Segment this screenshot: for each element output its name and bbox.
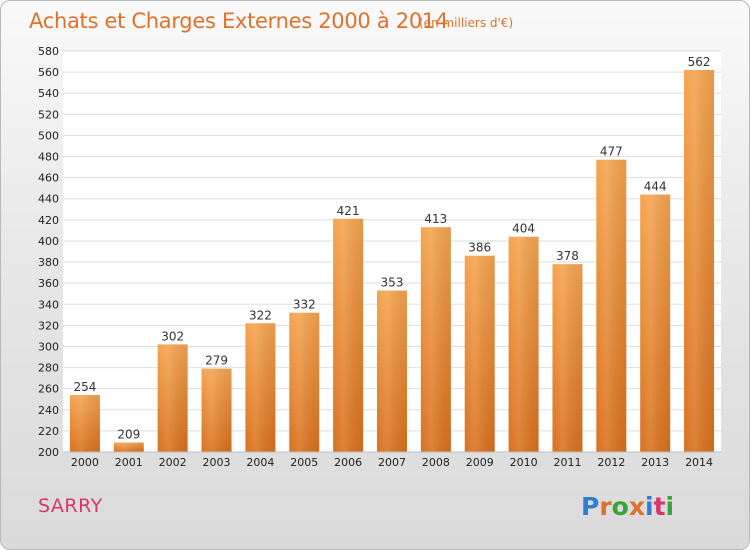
y-tick-label: 540 [38,87,59,100]
x-tick-label: 2003 [203,456,231,469]
bar-shading [640,194,671,452]
bar-value-label: 562 [688,55,711,69]
logo-letter: i [665,492,675,521]
bar-shading [596,159,627,452]
logo-letter: P [581,492,600,521]
logo-letter: o [611,492,629,521]
bar-value-label: 353 [381,276,404,290]
bars: 254 209 302 279 322 332 421 353 413 386 404 378 477 4… [69,55,715,452]
bar-value-label: 444 [644,180,667,194]
bar-value-label: 421 [337,204,360,218]
bar-shading [245,323,276,452]
bar-shading [508,236,539,452]
x-tick-label: 2011 [553,456,581,469]
y-tick-label: 400 [38,235,59,248]
x-tick-label: 2010 [510,456,538,469]
x-tick-label: 2001 [115,456,143,469]
y-tick-label: 440 [38,193,59,206]
x-tick-label: 2006 [334,456,362,469]
x-tick-label: 2007 [378,456,406,469]
y-tick-label: 340 [38,298,59,311]
bar-value-label: 322 [249,308,272,322]
y-tick-label: 420 [38,214,59,227]
logo-letter: r [599,492,612,521]
x-tick-label: 2005 [290,456,318,469]
bar-value-label: 254 [73,380,96,394]
y-tick-label: 580 [38,45,59,58]
y-tick-label: 460 [38,172,59,185]
bar-shading [333,218,364,452]
bar-value-label: 477 [600,145,623,159]
x-axis: 2000 2001 2002 2003 2004 2005 2006 2007 2008 2009… [63,451,721,469]
chart-title: Achats et Charges Externes 2000 à 2014 [29,9,449,33]
bar-value-label: 404 [512,222,535,236]
bar-shading [113,442,144,452]
bar-value-label: 332 [293,298,316,312]
x-tick-label: 2008 [422,456,450,469]
y-tick-label: 360 [38,277,59,290]
bar-value-label: 378 [556,249,579,263]
logo-letter: i [645,492,654,521]
x-tick-label: 2000 [71,456,99,469]
logo-letter: x [628,492,645,521]
place-name: SARRY [38,495,103,517]
y-tick-label: 380 [38,256,59,269]
bar-shading [69,395,100,452]
bar-shading [157,344,188,452]
proxiti-logo: Proxiti [581,492,674,521]
y-tick-label: 200 [38,446,59,459]
y-tick-label: 220 [38,425,59,438]
y-tick-label: 480 [38,151,59,164]
bar-value-label: 302 [161,329,184,343]
bar-shading [201,368,232,452]
x-tick-label: 2012 [597,456,625,469]
x-tick-label: 2014 [685,456,713,469]
x-tick-label: 2009 [466,456,494,469]
x-tick-label: 2004 [246,456,274,469]
y-tick-label: 320 [38,319,59,332]
bar-shading [420,227,451,452]
y-tick-label: 280 [38,362,59,375]
x-tick-label: 2002 [159,456,187,469]
logo-letter: t [653,492,666,521]
bar-shading [552,264,583,452]
y-tick-label: 300 [38,340,59,353]
bar-shading [377,290,407,452]
bar-shading [464,255,495,452]
bar-value-label: 413 [424,212,447,226]
y-tick-label: 260 [38,383,59,396]
chart-subtitle: (en milliers d'€) [419,16,514,30]
y-tick-label: 560 [38,66,59,79]
bar-shading [684,69,715,452]
y-axis: 200 220 240 260 280 300 320 340 360 380 400 420 440 4… [38,45,59,459]
bar-value-label: 386 [468,241,491,255]
bar-value-label: 209 [117,428,140,442]
y-tick-label: 240 [38,404,59,417]
y-tick-label: 500 [38,129,59,142]
bar-value-label: 279 [205,354,228,368]
y-tick-label: 520 [38,108,59,121]
x-tick-label: 2013 [641,456,669,469]
bar-shading [289,312,320,452]
